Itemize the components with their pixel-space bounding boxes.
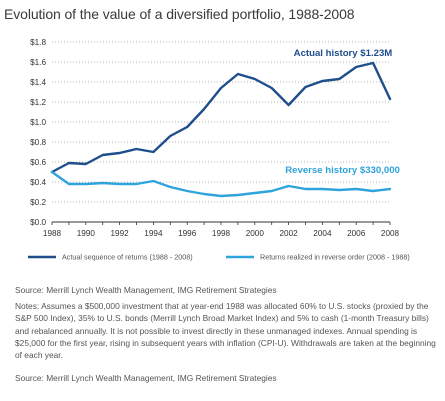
y-tick-label: $1.6 [30,58,46,67]
x-tick-label: 1992 [110,229,129,238]
series-lines [50,61,392,198]
x-tick-label: 1988 [43,229,62,238]
y-tick-label: $1.0 [30,118,46,127]
series-line-0 [50,61,392,174]
x-tick-label: 2002 [279,229,298,238]
source-note-bottom: Source: Merrill Lynch Wealth Management,… [15,373,277,383]
x-tick-label: 1994 [144,229,163,238]
series-annotation-1: Reverse history $330,000 [285,165,400,176]
y-tick-label: $1.2 [30,98,46,107]
legend-label-1: Returns realized in reverse order (2008 … [260,253,410,262]
x-tick-label: 1996 [178,229,197,238]
series-annotation-0: Actual history $1.23M [294,48,393,59]
y-tick-label: $0.4 [30,178,46,187]
axes: $0.0 $0.2 $0.4 $0.6 $0.8 $1.0 $1.2 $1.4 $1.6 $1.8… [30,38,399,238]
gridlines [52,41,390,203]
chart-title: Evolution of the value of a diversified … [4,6,355,22]
portfolio-line-chart: $0.0 $0.2 $0.4 $0.6 $0.8 $1.0 $1.2 $1.4 $1.6 $1.8… [28,38,410,262]
notes-text: Notes: Assumes a $500,000 investment tha… [15,301,436,361]
y-tick-label: $0.2 [30,198,46,207]
annotations: Actual history $1.23M Reverse history $33… [285,48,400,176]
y-tick-label: $0.0 [30,218,46,227]
x-tick-label: 2006 [347,229,366,238]
legend-label-0: Actual sequence of returns (1988 - 2008) [62,253,193,262]
x-tick-label: 2000 [246,229,265,238]
x-tick-label: 2008 [381,229,400,238]
x-tick-label: 1998 [212,229,231,238]
y-tick-label: $1.4 [30,78,46,87]
y-tick-label: $1.8 [30,38,46,47]
y-tick-label: $0.8 [30,138,46,147]
x-tick-label: 1990 [77,229,96,238]
x-tick-label: 2004 [313,229,332,238]
legend: Actual sequence of returns (1988 - 2008)… [28,253,410,262]
y-tick-label: $0.6 [30,158,46,167]
series-line-1 [50,170,392,198]
source-note-top: Source: Merrill Lynch Wealth Management,… [15,285,277,295]
